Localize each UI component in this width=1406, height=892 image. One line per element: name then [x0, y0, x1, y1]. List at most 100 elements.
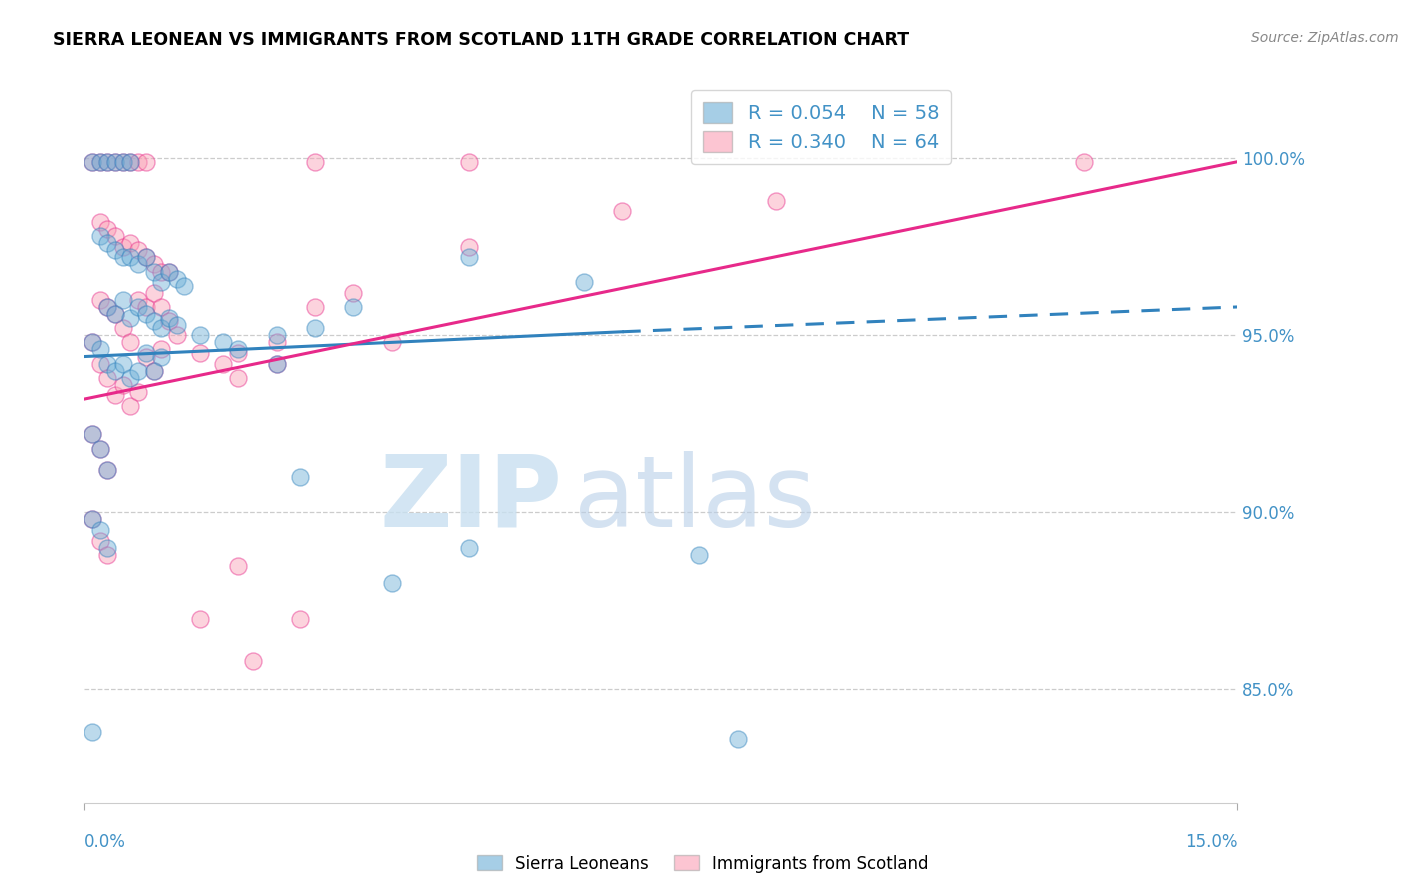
Point — [266, 357, 288, 371]
Point — [142, 364, 165, 378]
Point — [80, 427, 103, 442]
Text: ZIP: ZIP — [380, 450, 562, 548]
Point — [381, 335, 404, 350]
Point — [127, 364, 149, 378]
Point — [89, 357, 111, 371]
Point — [142, 364, 165, 378]
Point — [342, 300, 364, 314]
Point — [457, 154, 479, 169]
Point — [135, 154, 157, 169]
Point — [80, 725, 103, 739]
Point — [157, 310, 180, 325]
Point — [127, 300, 149, 314]
Point — [89, 154, 111, 169]
Legend: Sierra Leoneans, Immigrants from Scotland: Sierra Leoneans, Immigrants from Scotlan… — [471, 848, 935, 880]
Point — [111, 154, 134, 169]
Point — [111, 377, 134, 392]
Point — [96, 300, 118, 314]
Point — [96, 463, 118, 477]
Point — [266, 335, 288, 350]
Point — [80, 154, 103, 169]
Point — [96, 463, 118, 477]
Text: Source: ZipAtlas.com: Source: ZipAtlas.com — [1251, 31, 1399, 45]
Point — [211, 335, 233, 350]
Point — [211, 357, 233, 371]
Point — [111, 357, 134, 371]
Point — [89, 343, 111, 357]
Point — [150, 343, 173, 357]
Point — [142, 264, 165, 278]
Point — [226, 346, 249, 360]
Point — [150, 350, 173, 364]
Point — [457, 240, 479, 254]
Point — [104, 307, 127, 321]
Point — [89, 523, 111, 537]
Point — [304, 300, 326, 314]
Point — [104, 229, 127, 244]
Legend: R = 0.054    N = 58, R = 0.340    N = 64: R = 0.054 N = 58, R = 0.340 N = 64 — [692, 90, 950, 163]
Point — [727, 732, 749, 747]
Point — [765, 194, 787, 208]
Point — [135, 307, 157, 321]
Point — [96, 371, 118, 385]
Point — [135, 300, 157, 314]
Point — [104, 307, 127, 321]
Point — [120, 335, 142, 350]
Point — [150, 275, 173, 289]
Point — [188, 346, 211, 360]
Point — [157, 264, 180, 278]
Point — [96, 236, 118, 251]
Point — [120, 154, 142, 169]
Point — [457, 541, 479, 555]
Point — [188, 328, 211, 343]
Point — [111, 240, 134, 254]
Point — [89, 442, 111, 456]
Point — [96, 548, 118, 562]
Point — [304, 321, 326, 335]
Point — [89, 442, 111, 456]
Point — [120, 399, 142, 413]
Point — [135, 350, 157, 364]
Point — [127, 257, 149, 271]
Point — [612, 204, 634, 219]
Point — [157, 314, 180, 328]
Point — [111, 251, 134, 265]
Point — [96, 222, 118, 236]
Point — [80, 427, 103, 442]
Point — [226, 558, 249, 573]
Point — [135, 346, 157, 360]
Point — [89, 154, 111, 169]
Point — [150, 321, 173, 335]
Point — [89, 229, 111, 244]
Point — [104, 364, 127, 378]
Point — [166, 318, 188, 332]
Point — [242, 654, 264, 668]
Point — [96, 357, 118, 371]
Point — [96, 154, 118, 169]
Point — [135, 251, 157, 265]
Text: 0.0%: 0.0% — [84, 833, 127, 851]
Point — [166, 271, 188, 285]
Point — [226, 371, 249, 385]
Point — [266, 328, 288, 343]
Point — [173, 278, 195, 293]
Point — [111, 154, 134, 169]
Point — [89, 533, 111, 548]
Point — [96, 541, 118, 555]
Point — [80, 335, 103, 350]
Point — [80, 154, 103, 169]
Point — [89, 215, 111, 229]
Text: 15.0%: 15.0% — [1185, 833, 1237, 851]
Point — [104, 244, 127, 258]
Point — [166, 328, 188, 343]
Point — [226, 343, 249, 357]
Point — [127, 293, 149, 307]
Point — [96, 300, 118, 314]
Point — [127, 244, 149, 258]
Point — [104, 154, 127, 169]
Point — [288, 612, 311, 626]
Point — [1073, 154, 1095, 169]
Point — [120, 154, 142, 169]
Point — [80, 512, 103, 526]
Point — [150, 264, 173, 278]
